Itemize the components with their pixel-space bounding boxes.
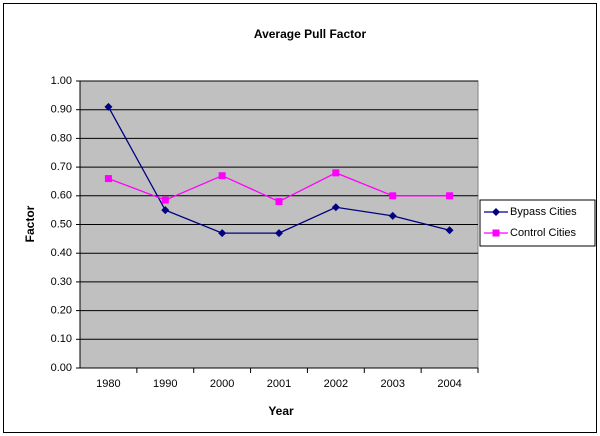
marker [161,206,170,215]
marker [104,102,113,111]
marker [445,226,454,235]
marker [492,229,500,237]
x-tick-label: 1980 [96,378,120,390]
x-tick-label: 2004 [437,378,461,390]
y-tick-label: 0.10 [51,333,72,345]
marker [492,208,500,216]
y-tick-label: 0.70 [51,161,72,173]
marker [275,198,283,206]
chart-title: Average Pull Factor [254,27,367,41]
marker [275,229,283,238]
y-tick-label: 0.80 [51,132,72,144]
marker [218,229,227,238]
y-tick-label: 0.00 [51,362,72,374]
y-tick-label: 0.60 [51,190,72,202]
marker [331,203,340,212]
y-tick-label: 0.40 [51,247,72,259]
marker [446,192,454,200]
legend-label: Control Cities [510,227,577,239]
y-axis-label: Factor [23,205,37,242]
marker [161,196,169,204]
x-tick-label: 2000 [210,378,234,390]
x-tick-label: 1990 [153,378,177,390]
y-tick-label: 0.20 [51,305,72,317]
y-tick-label: 0.30 [51,276,72,288]
marker [389,192,397,200]
marker [104,175,112,183]
legend-label: Bypass Cities [510,206,577,218]
x-tick-label: 2002 [324,378,348,390]
y-tick-label: 0.50 [51,218,72,230]
legend-box [479,199,596,247]
x-tick-label: 2003 [380,378,404,390]
marker [218,172,226,180]
x-axis-label: Year [268,404,294,418]
x-tick-label: 2001 [267,378,291,390]
marker [388,211,397,220]
marker [332,169,340,177]
y-tick-label: 0.90 [51,104,72,116]
y-tick-label: 1.00 [51,75,72,87]
